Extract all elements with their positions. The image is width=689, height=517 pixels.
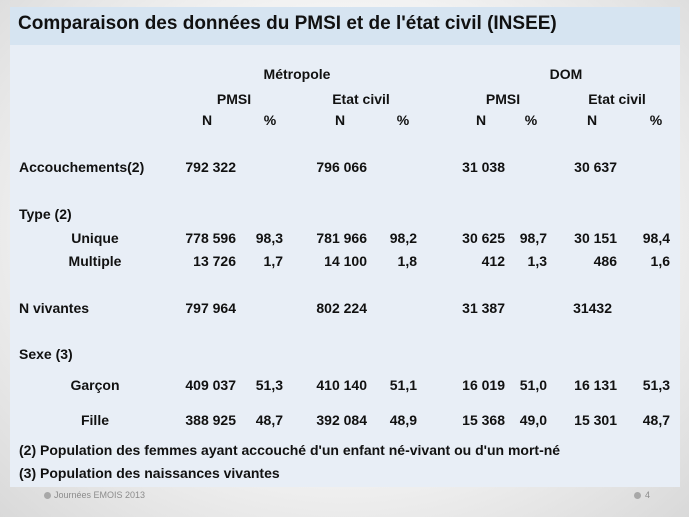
- cell-multiple-d-pmsi-pct: 1,3: [527, 253, 547, 269]
- cell-accouchements-d-pmsi-n: 31 038: [462, 159, 505, 175]
- header-metropole: Métropole: [263, 66, 331, 82]
- section-label-type: Type (2): [19, 206, 72, 222]
- header-m-pmsi: PMSI: [216, 91, 252, 107]
- header-d-pmsi-pct: %: [524, 112, 538, 128]
- cell-unique-m-ec-n: 781 966: [316, 230, 367, 246]
- title-bar: [10, 7, 680, 45]
- row-label-fille: Fille: [80, 412, 110, 428]
- cell-garcon-m-ec-n: 410 140: [316, 377, 367, 393]
- cell-fille-m-ec-n: 392 084: [316, 412, 367, 428]
- footer-bullet-icon: [44, 492, 51, 499]
- content-panel: [10, 45, 680, 487]
- cell-garcon-m-pmsi-n: 409 037: [185, 377, 236, 393]
- cell-multiple-d-ec-pct: 1,6: [650, 253, 670, 269]
- cell-garcon-d-pmsi-n: 16 019: [462, 377, 505, 393]
- slide-title: Comparaison des données du PMSI et de l'…: [18, 13, 557, 34]
- cell-multiple-m-pmsi-pct: 1,7: [263, 253, 283, 269]
- cell-garcon-d-ec-n: 16 131: [574, 377, 617, 393]
- cell-fille-d-ec-n: 15 301: [574, 412, 617, 428]
- header-m-etat-civil: Etat civil: [332, 91, 390, 107]
- row-label-vivantes: N vivantes: [19, 300, 90, 316]
- section-label-sexe: Sexe (3): [19, 346, 73, 362]
- cell-fille-d-pmsi-pct: 49,0: [519, 412, 547, 428]
- cell-accouchements-d-ec-n: 30 637: [574, 159, 617, 175]
- cell-garcon-m-pmsi-pct: 51,3: [255, 377, 283, 393]
- cell-garcon-m-ec-pct: 51,1: [389, 377, 417, 393]
- header-m-pmsi-n: N: [201, 112, 213, 128]
- row-label-accouchements: Accouchements(2): [19, 159, 145, 175]
- cell-vivantes-d-pmsi-n: 31 387: [462, 300, 505, 316]
- cell-unique-d-pmsi-n: 30 625: [462, 230, 505, 246]
- cell-fille-m-ec-pct: 48,9: [389, 412, 417, 428]
- cell-multiple-d-pmsi-n: 412: [481, 253, 505, 269]
- page-number: 4: [645, 490, 651, 500]
- row-label-garcon: Garçon: [70, 377, 120, 393]
- cell-fille-m-pmsi-n: 388 925: [185, 412, 236, 428]
- cell-unique-m-ec-pct: 98,2: [389, 230, 417, 246]
- cell-vivantes-d-ec-n: 31432: [573, 300, 612, 316]
- cell-unique-d-ec-n: 30 151: [574, 230, 617, 246]
- footnote-2: (2) Population des femmes ayant accouché…: [19, 442, 561, 458]
- cell-fille-m-pmsi-pct: 48,7: [255, 412, 283, 428]
- cell-multiple-m-pmsi-n: 13 726: [193, 253, 236, 269]
- cell-unique-d-pmsi-pct: 98,7: [519, 230, 547, 246]
- cell-multiple-d-ec-n: 486: [593, 253, 617, 269]
- row-label-multiple: Multiple: [68, 253, 122, 269]
- cell-multiple-m-ec-n: 14 100: [324, 253, 367, 269]
- header-d-pmsi: PMSI: [485, 91, 521, 107]
- cell-vivantes-m-pmsi-n: 797 964: [185, 300, 236, 316]
- cell-garcon-d-pmsi-pct: 51,0: [519, 377, 547, 393]
- header-d-pmsi-n: N: [475, 112, 487, 128]
- cell-garcon-d-ec-pct: 51,3: [642, 377, 670, 393]
- cell-unique-m-pmsi-n: 778 596: [185, 230, 236, 246]
- cell-vivantes-m-ec-n: 802 224: [316, 300, 367, 316]
- row-label-unique: Unique: [71, 230, 119, 246]
- cell-accouchements-m-pmsi-n: 792 322: [185, 159, 236, 175]
- header-d-ec-pct: %: [649, 112, 663, 128]
- header-m-ec-n: N: [334, 112, 346, 128]
- footnote-3: (3) Population des naissances vivantes: [19, 465, 280, 481]
- header-dom: DOM: [549, 66, 583, 82]
- cell-unique-m-pmsi-pct: 98,3: [255, 230, 283, 246]
- cell-fille-d-pmsi-n: 15 368: [462, 412, 505, 428]
- header-m-pmsi-pct: %: [263, 112, 277, 128]
- cell-fille-d-ec-pct: 48,7: [642, 412, 670, 428]
- page-bullet-icon: [634, 492, 641, 499]
- slide-footer: Journées EMOIS 2013 4: [0, 487, 689, 517]
- header-d-etat-civil: Etat civil: [588, 91, 646, 107]
- cell-unique-d-ec-pct: 98,4: [642, 230, 670, 246]
- header-d-ec-n: N: [586, 112, 598, 128]
- footer-event: Journées EMOIS 2013: [54, 490, 146, 500]
- header-m-ec-pct: %: [396, 112, 410, 128]
- cell-accouchements-m-ec-n: 796 066: [316, 159, 367, 175]
- cell-multiple-m-ec-pct: 1,8: [397, 253, 417, 269]
